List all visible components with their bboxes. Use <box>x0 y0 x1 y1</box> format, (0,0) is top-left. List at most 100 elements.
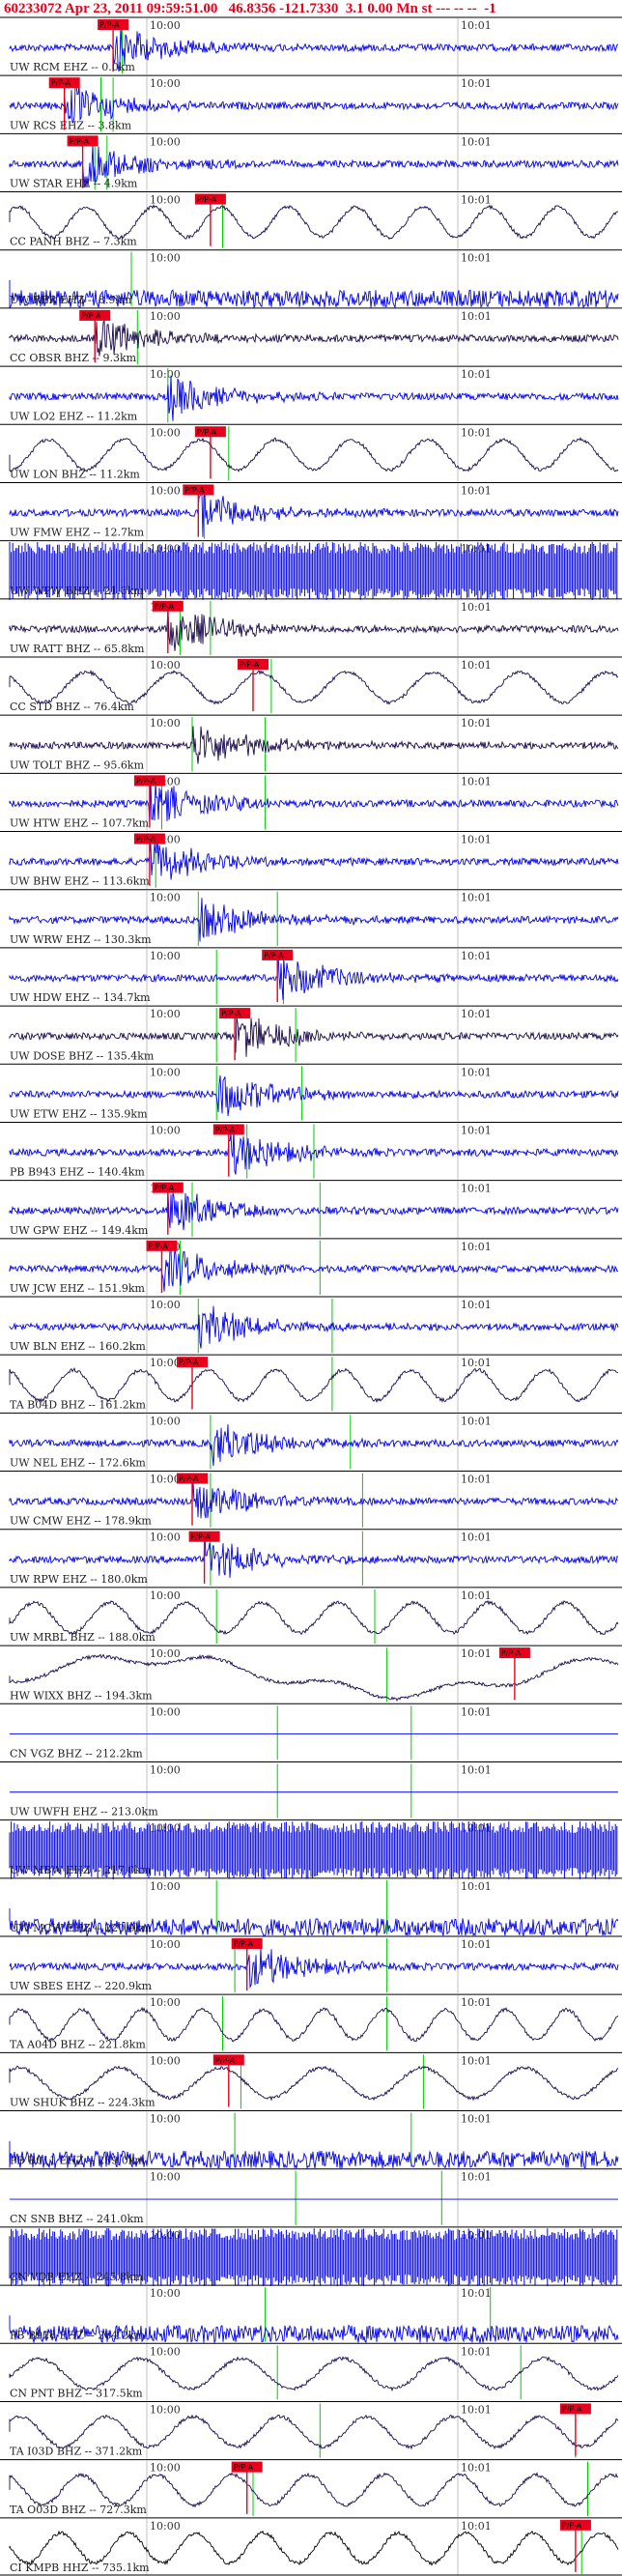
pick-label: P/P-A <box>264 951 284 959</box>
pick-box <box>231 2461 263 2473</box>
time-tick-label: 10:00 <box>150 194 181 207</box>
station-label: PB B926 EHZ -- 284.2km <box>10 2329 145 2341</box>
pick-label: P/P-A <box>136 835 156 844</box>
time-tick-label: 10:00 <box>150 1880 181 1893</box>
waveform-trace <box>9 2472 619 2508</box>
time-tick-label: 10:00 <box>150 368 181 381</box>
pick-box <box>146 1240 178 1251</box>
time-tick-label: 10:01 <box>461 1183 492 1195</box>
time-tick-label: 10:01 <box>461 1938 492 1951</box>
waveform-trace <box>9 2006 619 2043</box>
station-label: UW FMW EHZ -- 12.7km <box>10 527 145 539</box>
pick-box <box>152 600 184 612</box>
event-header: 60233072 Apr 23, 2011 09:59:51.00 46.835… <box>4 1 496 16</box>
pick-label: P/P-A <box>197 195 217 204</box>
station-label: UW TOLT BHZ -- 95.6km <box>10 758 145 771</box>
waveform-trace <box>9 1128 619 1175</box>
time-tick-label: 10:00 <box>150 1763 181 1776</box>
pick-box <box>67 135 99 147</box>
pick-box <box>212 2054 244 2066</box>
waveform-trace <box>9 1305 619 1349</box>
waveform-trace <box>9 492 619 537</box>
station-label: UW WRW EHZ -- 130.3km <box>10 933 152 946</box>
time-tick-label: 10:00 <box>150 1822 181 1835</box>
station-label: UW MCW EHZ -- 220.9km <box>10 1922 152 1934</box>
waveform-trace <box>9 1074 619 1116</box>
waveform-trace <box>9 319 619 357</box>
waveform-trace <box>9 670 619 705</box>
time-tick-label: 10:00 <box>150 1299 181 1311</box>
station-label: UW CMW EHZ -- 178.9km <box>10 1515 152 1528</box>
pick-box <box>238 659 269 670</box>
station-label: UW RCM EHZ -- 0.0km <box>10 61 135 73</box>
pick-box <box>212 1124 244 1135</box>
time-tick-label: 10:01 <box>461 1241 492 1253</box>
waveform-trace <box>9 437 619 472</box>
time-tick-label: 10:01 <box>461 368 492 381</box>
station-label: CC PANH BHZ -- 7.3km <box>10 236 137 248</box>
station-label: HW WIXX BHZ -- 194.3km <box>10 1689 153 1702</box>
time-tick-label: 10:01 <box>461 834 492 846</box>
station-label: UW MBW EHZ -- 217.0km <box>10 1864 152 1876</box>
pick-label: P/P-A <box>155 1184 175 1192</box>
station-label: PB B943 EHZ -- 140.4km <box>10 1166 145 1179</box>
pick-label: P/P-A <box>240 661 260 670</box>
pick-label: P/P-A <box>155 602 175 611</box>
time-tick-label: 10:01 <box>461 1589 492 1602</box>
station-label: UW HDW EHZ -- 134.7km <box>10 991 151 1004</box>
pick-box <box>183 484 214 496</box>
waveform-trace <box>9 1532 619 1578</box>
time-tick-label: 10:01 <box>461 1763 492 1776</box>
time-tick-label: 10:01 <box>461 950 492 962</box>
station-label: CN PNT BHZ -- 317.5km <box>10 2387 143 2399</box>
time-tick-label: 10:00 <box>150 659 181 672</box>
time-tick-label: 10:00 <box>150 19 181 32</box>
pick-box <box>231 1938 263 1949</box>
pick-box <box>177 1473 208 1484</box>
time-tick-label: 10:01 <box>461 601 492 614</box>
time-tick-label: 10:01 <box>461 1705 492 1718</box>
pick-box <box>559 2403 591 2415</box>
time-tick-label: 10:00 <box>150 1531 181 1544</box>
time-tick-label: 10:01 <box>461 19 492 32</box>
waveform-trace <box>9 2228 618 2287</box>
time-tick-label: 10:01 <box>461 2113 492 2126</box>
time-tick-label: 10:00 <box>150 892 181 904</box>
station-label: CN VDB EHZ -- 245.8km <box>10 2271 144 2283</box>
waveform-trace <box>9 953 619 1000</box>
pick-label: P/P-A <box>184 486 205 495</box>
pick-box <box>188 1531 220 1542</box>
station-label: UW BLN EHZ -- 160.2km <box>10 1340 146 1353</box>
pick-box <box>98 19 129 30</box>
pick-box <box>152 1182 184 1193</box>
time-tick-label: 10:00 <box>150 2287 181 2300</box>
time-tick-label: 10:00 <box>150 2403 181 2416</box>
pick-label: P/P-A <box>149 1242 169 1250</box>
time-tick-label: 10:01 <box>461 135 492 148</box>
station-label: UW RATT BHZ -- 65.8km <box>10 643 145 655</box>
pick-label: P/P-A <box>562 2405 582 2414</box>
time-tick-label: 10:01 <box>461 659 492 672</box>
time-tick-label: 10:01 <box>461 484 492 497</box>
station-label: UW ETW EHZ -- 135.9km <box>10 1107 148 1120</box>
station-label: UW MRBL BHZ -- 188.0km <box>10 1631 156 1644</box>
time-tick-label: 10:00 <box>150 2113 181 2126</box>
pick-box <box>79 309 111 321</box>
pick-label: P/P-A <box>501 1649 522 1658</box>
pick-label: P/P-A <box>51 79 71 88</box>
station-label: UW BHW EHZ -- 113.6km <box>10 875 150 888</box>
time-tick-label: 10:01 <box>461 252 492 265</box>
pick-label: P/P-A <box>215 2056 236 2065</box>
time-tick-label: 10:01 <box>461 2345 492 2358</box>
time-tick-label: 10:00 <box>150 426 181 439</box>
time-tick-label: 10:00 <box>150 543 181 556</box>
waveform-trace <box>9 898 619 942</box>
time-tick-label: 10:00 <box>150 484 181 497</box>
pick-box <box>133 833 165 844</box>
station-label: UW RPW EHZ -- 180.0km <box>10 1573 148 1586</box>
station-label: CC OBSR BHZ -- 9.3km <box>10 352 137 364</box>
time-tick-label: 10:00 <box>150 2345 181 2358</box>
station-label: UW RER EHZ -- 8.9km <box>10 294 132 306</box>
station-label: UW GPW EHZ -- 149.4km <box>10 1224 149 1237</box>
waveform-trace <box>9 1424 619 1467</box>
